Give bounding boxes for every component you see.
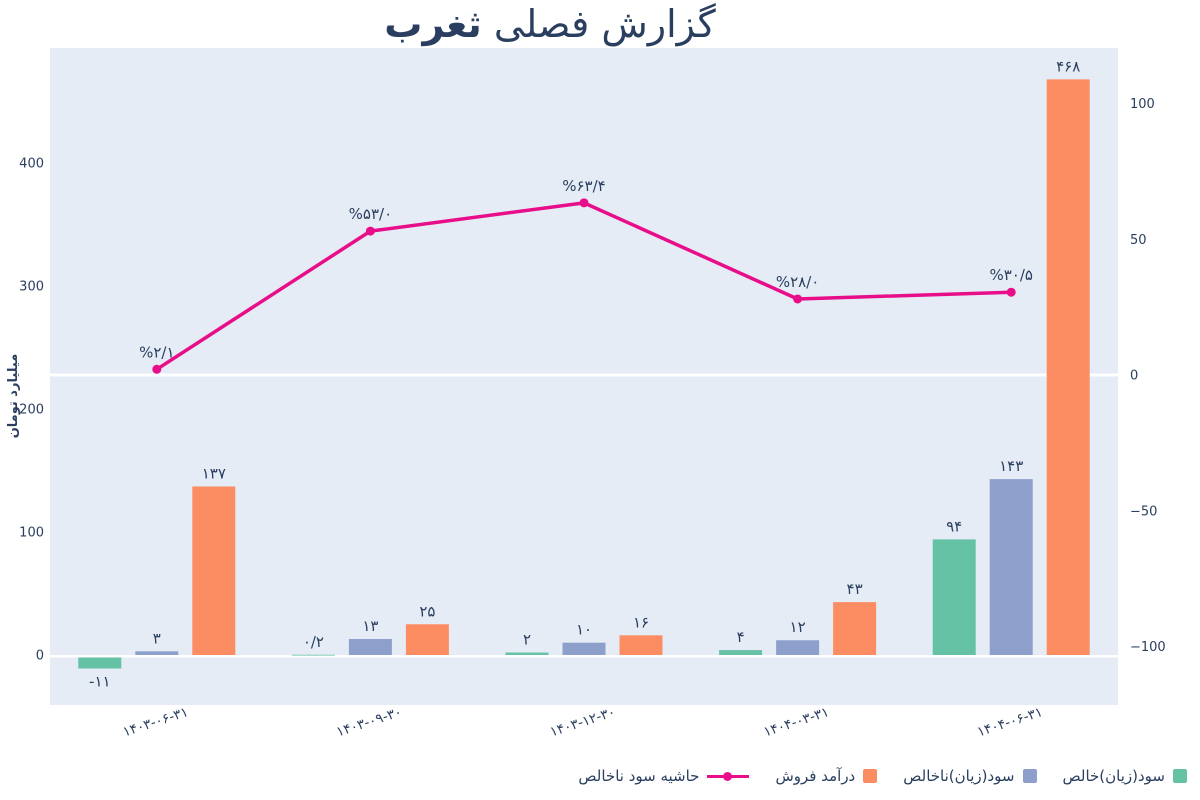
margin-line-label: %۲/۱ [139,343,174,361]
y-right-tick-label: −50 [1130,504,1157,519]
legend-label: سود(زیان)خالص [1062,767,1166,785]
bar-1-0[interactable] [135,651,179,655]
bar-0-0[interactable] [78,657,122,669]
y-right-tick-label: 100 [1130,97,1155,112]
bar-value-label: ۴۳ [847,580,863,598]
x-tick-label: ۱۴۰۴-۰۶-۳۱ [975,704,1044,740]
legend-line-swatch [707,769,750,783]
x-tick-label: ۱۴۰۳-۰۶-۳۱ [121,704,190,740]
x-tick-label: ۱۴۰۳-۰۹-۳۰ [334,704,403,740]
legend-item-gross[interactable]: سود(زیان)ناخالص [903,767,1037,785]
legend-swatch [863,769,878,783]
margin-line-point-4[interactable] [1006,287,1016,297]
x-tick-label: ۱۴۰۳-۱۲-۳۰ [548,704,617,740]
bar-value-label: ۱۰ [576,621,592,639]
bar-value-label: ۰/۲ [303,633,324,651]
bar-1-1[interactable] [348,639,392,655]
bar-2-3[interactable] [833,602,877,655]
bar-value-label: ۴۶۸ [1056,57,1080,75]
zero-line-right-axis [50,373,1118,377]
bar-1-2[interactable] [562,642,606,655]
y-left-tick-label: 100 [19,526,44,541]
margin-line-point-1[interactable] [365,226,375,236]
bar-1-3[interactable] [776,640,820,655]
bar-value-label: ۱۴۳ [999,457,1023,475]
margin-line-point-3[interactable] [793,294,803,304]
bar-value-label: ۲۵ [419,602,435,620]
chart-title: گزارش فصلی ثغرب [0,2,1100,46]
bar-2-1[interactable] [405,624,449,655]
y-left-tick-label: 400 [19,157,44,172]
bar-2-0[interactable] [192,486,236,655]
margin-line-label: %۶۳/۴ [562,177,605,195]
bar-1-4[interactable] [989,479,1033,655]
margin-line-label: %۳۰/۵ [989,266,1032,284]
bar-2-4[interactable] [1046,79,1090,656]
bar-value-label: ۴ [737,628,745,646]
legend-swatch [1173,769,1187,783]
bar-value-label: ۱۶ [633,613,649,631]
legend-label: درآمد فروش [775,767,856,785]
bar-value-label: ۱۲ [790,618,806,636]
bar-value-label: ۲ [523,631,531,649]
legend-item-net[interactable]: سود(زیان)خالص [1062,767,1187,785]
bar-0-1[interactable] [291,654,335,656]
y-left-tick-label: 200 [19,403,44,418]
y-left-tick-label: 300 [19,280,44,295]
y-axis-title: میلیارد تومان [6,354,21,439]
legend-label: سود(زیان)ناخالص [903,767,1015,785]
bar-value-label: ۳ [153,629,161,647]
bar-0-3[interactable] [719,650,763,655]
chart-title-prefix: گزارش فصلی [493,2,716,46]
legend-item-revenue[interactable]: درآمد فروش [775,767,878,785]
y-left-tick-label: 0 [36,649,44,664]
bar-0-4[interactable] [932,539,976,655]
bar-value-label: -۱۱ [89,673,111,691]
bar-value-label: ۱۳۷ [202,464,226,482]
chart-title-symbol: ثغرب [384,2,482,46]
margin-line-point-0[interactable] [152,364,162,374]
legend-item-margin[interactable]: حاشیه سود ناخالص [578,767,750,785]
y-right-tick-label: −100 [1130,640,1166,655]
margin-line-label: %۵۳/۰ [349,205,392,223]
y-right-tick-label: 50 [1130,233,1147,248]
bar-value-label: ۹۴ [946,517,962,535]
bar-0-2[interactable] [505,652,549,655]
y-right-tick-label: 0 [1130,369,1138,384]
margin-line-label: %۲۸/۰ [776,273,819,291]
x-tick-label: ۱۴۰۴-۰۳-۳۱ [762,704,831,740]
legend-label: حاشیه سود ناخالص [578,767,700,785]
margin-line-point-2[interactable] [579,198,589,208]
bar-value-label: ۱۳ [362,617,378,635]
legend: سود(زیان)خالص سود(زیان)ناخالص درآمد فروش حا… [578,761,1187,791]
bar-2-2[interactable] [619,635,663,655]
zero-line-left-axis [50,655,1118,658]
legend-swatch [1022,769,1037,783]
